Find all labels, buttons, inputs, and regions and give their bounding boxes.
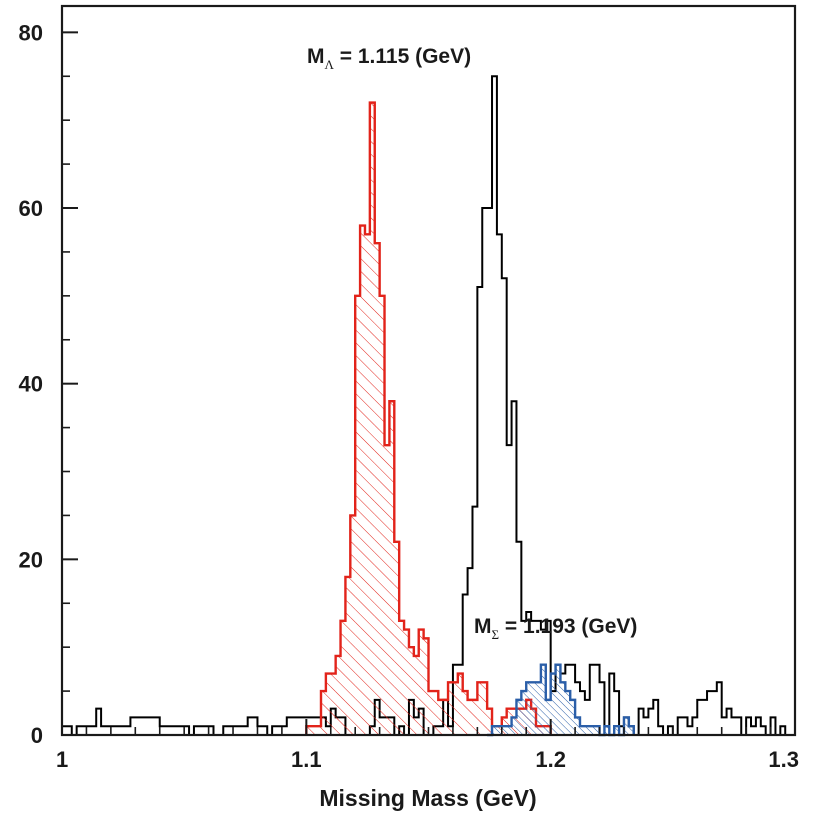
lambda-subscript: Λ <box>325 57 335 72</box>
histogram-bin <box>570 699 576 735</box>
histogram-bin <box>438 699 444 735</box>
histogram-bin <box>575 717 580 735</box>
histogram-bin <box>545 699 551 735</box>
histogram-bin <box>604 726 610 735</box>
histogram-bin <box>521 691 527 735</box>
histogram-bin <box>560 682 566 735</box>
histogram-bin <box>589 726 595 735</box>
y-tick-label: 40 <box>19 372 43 397</box>
histogram-bin <box>448 682 453 735</box>
histogram-bin <box>374 243 380 735</box>
series-0 <box>61 75 795 736</box>
histogram-bin <box>584 726 590 735</box>
histogram-bin <box>526 682 532 735</box>
histogram-bin <box>579 726 585 735</box>
plot-frame <box>60 4 797 737</box>
histogram-bin <box>477 682 483 735</box>
histogram-bin <box>355 295 361 735</box>
histogram-bin <box>325 673 331 735</box>
histogram-bin <box>452 682 458 735</box>
y-tick-label: 20 <box>19 547 43 572</box>
histogram-bin <box>311 726 317 735</box>
histogram-bin <box>565 691 571 735</box>
histogram-bin <box>345 576 351 735</box>
histogram-bin <box>428 691 434 735</box>
histogram-bin <box>482 682 488 735</box>
series-layer <box>61 75 795 737</box>
series-outline <box>305 101 552 735</box>
histogram-bin <box>306 726 312 735</box>
x-tick-label: 1.3 <box>768 747 799 772</box>
histogram-bin <box>418 629 424 735</box>
lambda-mass-symbol: M <box>307 45 325 68</box>
histogram-bin <box>335 655 341 735</box>
histogram-bin <box>457 673 463 735</box>
histogram-bin <box>316 726 321 735</box>
histogram-bin <box>340 620 346 735</box>
histogram-bin <box>462 691 468 735</box>
series-2 <box>487 663 635 737</box>
histogram-bin <box>360 225 365 735</box>
histogram-bin <box>614 726 620 735</box>
histogram-bin <box>472 699 478 735</box>
histogram-bin <box>511 717 517 735</box>
histogram-bin <box>623 717 629 735</box>
histogram-bin <box>628 726 634 735</box>
histogram-bin <box>540 664 546 735</box>
histogram-bin <box>350 515 356 735</box>
lambda-mass-value: = 1.115 (GeV) <box>334 45 471 68</box>
histogram-bin <box>467 699 473 735</box>
x-axis-title: Missing Mass (GeV) <box>319 785 536 811</box>
axis-layer: 1 1.1 1.2 1.3 0 20 40 60 80 <box>19 4 799 772</box>
lambda-mass-annotation: MΛ = 1.115 (GeV) <box>307 45 471 72</box>
histogram-bin <box>330 673 336 735</box>
x-tick-label: 1.2 <box>535 747 566 772</box>
histogram-bin <box>496 726 502 735</box>
histogram-bin <box>536 682 541 735</box>
histogram-bin <box>531 682 537 735</box>
histogram-bin <box>389 401 395 735</box>
y-tick-label: 0 <box>31 723 43 748</box>
sigma-subscript: Σ <box>492 627 500 642</box>
sigma-mass-value: = 1.193 (GeV) <box>499 615 637 638</box>
histogram-bin <box>399 620 405 735</box>
histogram-bin <box>506 726 512 735</box>
histogram-bin <box>364 234 370 735</box>
histogram-bin <box>379 295 385 735</box>
y-tick-label: 60 <box>19 196 43 221</box>
histogram-bin <box>516 699 522 735</box>
histogram-bin <box>369 102 375 736</box>
histogram-bin <box>413 655 419 735</box>
histogram-bin <box>501 726 507 735</box>
histogram-bin <box>408 647 414 735</box>
histogram-bin <box>550 673 556 735</box>
histogram-bin <box>320 691 326 735</box>
histogram-bin <box>404 629 409 735</box>
y-tick-label: 80 <box>19 20 43 45</box>
histogram-bin <box>384 445 390 735</box>
histogram-bin <box>423 638 429 735</box>
sigma-mass-annotation: MΣ = 1.193 (GeV) <box>474 615 637 642</box>
histogram-bin <box>594 726 600 735</box>
histogram-bin <box>487 708 493 735</box>
sigma-mass-symbol: M <box>474 615 492 638</box>
histogram-bin <box>394 541 400 735</box>
histogram-bin <box>443 699 449 735</box>
x-tick-label: 1 <box>56 747 68 772</box>
histogram-bin <box>506 708 512 735</box>
histogram-bin <box>555 664 561 735</box>
x-tick-label: 1.1 <box>291 747 322 772</box>
histogram-bin <box>433 691 439 735</box>
series-1 <box>305 101 552 736</box>
histogram-bin <box>492 726 497 735</box>
series-outline <box>487 663 635 737</box>
series-outline <box>61 75 795 736</box>
